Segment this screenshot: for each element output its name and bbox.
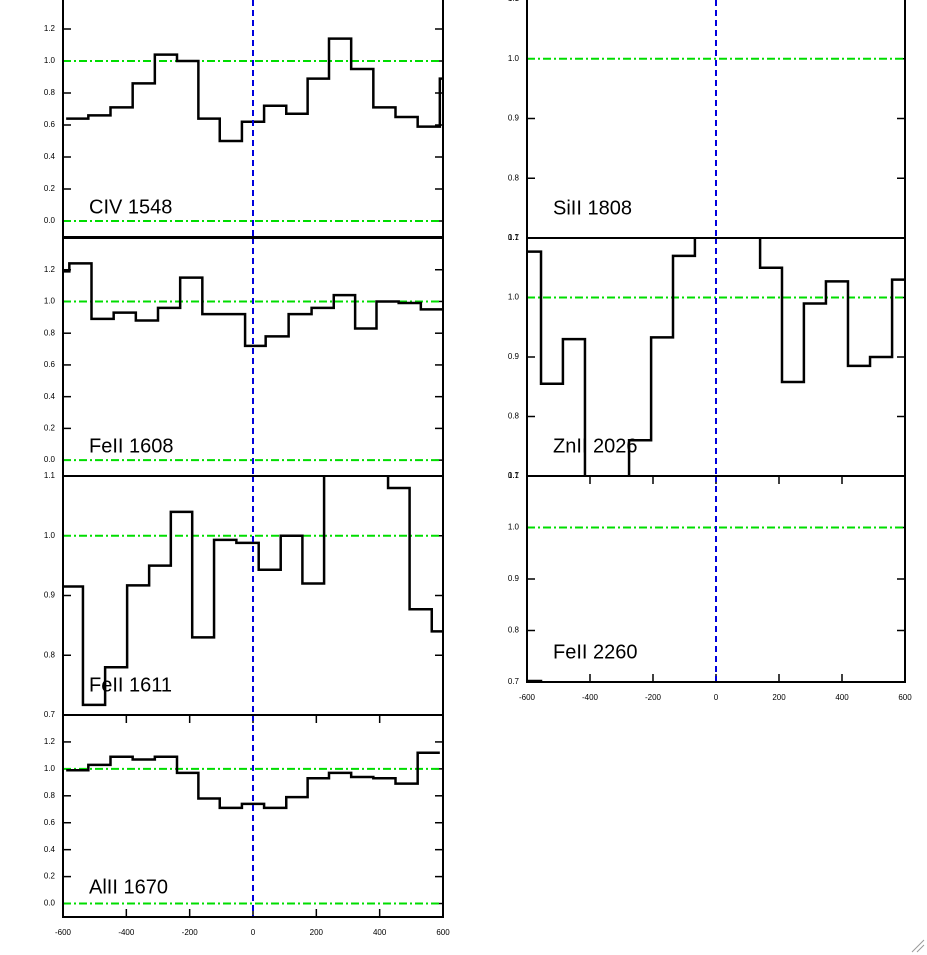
y-tick-label: 0.6 [44,360,56,369]
y-tick-label: 0.0 [44,216,56,225]
y-tick-label: 1.1 [508,471,520,480]
x-tick-label: -400 [582,693,599,702]
panel-label: FeII 1608 [89,435,174,457]
y-tick-label: 1.0 [508,54,520,63]
y-tick-label: 1.2 [44,265,56,274]
panel-label: AlII 1670 [89,876,168,898]
y-tick-label: 0.6 [44,120,56,129]
y-tick-label: 0.4 [44,392,56,401]
x-tick-label: 0 [251,928,256,937]
x-tick-label: -600 [519,693,536,702]
spectrum-line [66,37,443,143]
panel-frame [526,475,906,683]
spectrum-line [63,476,443,707]
x-tick-label: 400 [373,928,387,937]
y-tick-label: 1.0 [44,764,56,773]
y-tick-label: 1.0 [508,523,520,532]
x-tick-label: 400 [835,693,849,702]
resize-grip [911,939,925,953]
panel-label: ZnII 2026 [553,435,638,457]
x-tick-label: 200 [772,693,786,702]
x-tick-label: -400 [118,928,135,937]
y-tick-label: 1.1 [44,471,56,480]
panel-frame [62,714,444,918]
x-tick-label: 200 [310,928,324,937]
panel-label: CIV 1548 [89,196,172,218]
panel-label: FeII 2260 [553,641,638,663]
y-tick-label: 0.7 [44,710,56,719]
y-tick-label: 1.1 [508,0,520,3]
y-tick-label: 1.0 [508,293,520,302]
spectrum-line [527,238,905,476]
y-tick-label: 0.9 [44,591,56,600]
y-tick-label: 0.8 [508,412,520,421]
y-tick-label: 0.9 [508,352,520,361]
y-tick-label: 0.7 [508,471,520,480]
y-tick-label: 0.8 [508,626,520,635]
y-tick-label: 0.4 [44,845,56,854]
y-tick-label: 0.9 [508,114,520,123]
y-tick-label: 0.9 [508,574,520,583]
y-tick-label: 0.8 [44,88,56,97]
y-tick-label: 0.8 [44,791,56,800]
y-tick-label: 1.2 [44,737,56,746]
y-tick-label: 0.8 [44,650,56,659]
x-tick-label: -200 [182,928,199,937]
y-tick-label: 0.8 [44,328,56,337]
y-tick-label: 1.2 [44,24,56,33]
x-tick-label: 600 [898,693,912,702]
y-tick-label: 0.7 [508,677,520,686]
y-tick-label: 0.2 [44,184,56,193]
spectrum-line [527,679,563,682]
x-tick-label: -600 [55,928,72,937]
x-tick-label: -200 [645,693,662,702]
y-tick-label: 0.2 [44,872,56,881]
y-tick-label: 1.0 [44,531,56,540]
y-tick-label: 1.0 [44,56,56,65]
spectrum-line [63,262,443,348]
x-tick-label: 600 [436,928,450,937]
panel-label: SiII 1808 [553,197,632,219]
y-tick-label: 0.8 [508,173,520,182]
y-tick-label: 0.6 [44,818,56,827]
y-tick-label: 0.0 [44,455,56,464]
y-tick-label: 0.4 [44,152,56,161]
y-tick-label: 0.2 [44,424,56,433]
y-tick-label: 1.0 [44,297,56,306]
panel-label: FeII 1611 [89,674,172,696]
y-tick-label: 1.1 [508,233,520,242]
x-tick-label: 0 [714,693,719,702]
spectrum-line [66,751,440,810]
y-tick-label: 0.7 [508,233,520,242]
y-tick-label: 0.0 [44,899,56,908]
